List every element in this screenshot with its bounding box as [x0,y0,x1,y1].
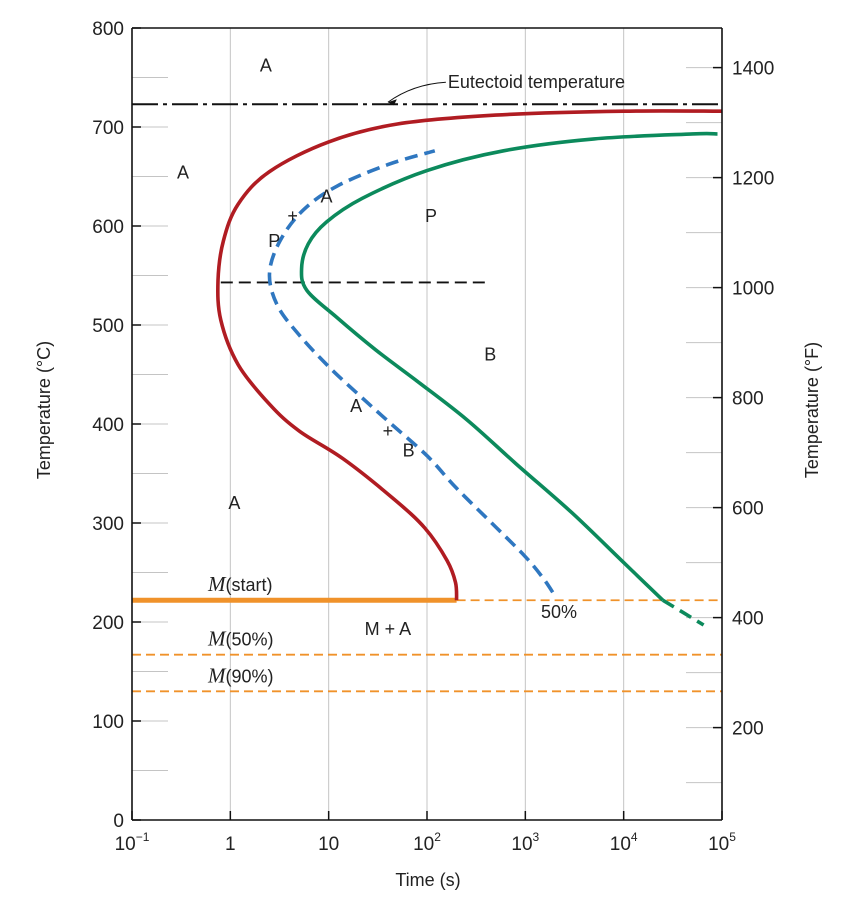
label-p-left: P [268,231,280,251]
y-tick-label-left: 200 [92,613,124,634]
x-tick-label: 104 [610,830,638,855]
y-tick-label-left: 300 [92,514,124,535]
y-tick-label-left: 0 [113,811,124,832]
y-tick-label-left: 600 [92,217,124,238]
mstart-suffix: (start) [226,575,273,595]
x-tick-label: 10−1 [115,830,150,855]
x-tick-label: 10 [318,834,339,855]
y-axis-title-right: Temperature (°F) [802,342,822,478]
label-plus-lower: + [383,421,394,441]
axis-ticks: 0 100 200 300 400 500 600 700 800 200 400 600 800 100… [92,19,774,855]
y-tick-label-left: 700 [92,118,124,139]
curve-finish-tail [661,598,705,627]
eutectoid-label: Eutectoid temperature [448,72,625,92]
x-tick-label: 105 [708,830,736,855]
y-tick-label-right: 600 [732,499,764,520]
y-tick-label-right: 400 [732,609,764,630]
m90-label: M(90%) [207,663,274,687]
curve-fifty [267,149,555,594]
x-tick-base: 10 [708,834,729,855]
label-m-plus-a: M + A [365,619,412,639]
label-a-bottom: A [228,493,240,513]
reference-lines [132,103,722,693]
m50-symbol: M [207,627,227,651]
y-tick-label-left: 100 [92,712,124,733]
y-tick-label-left: 400 [92,415,124,436]
series-curves [216,109,723,627]
y-axis-title-left: Temperature (°C) [34,341,54,479]
label-a-mid: A [320,186,332,206]
label-plus-upper: + [287,206,298,226]
grid [132,28,722,820]
x-tick-base: 1 [225,834,236,855]
x-tick-base: 10 [318,834,339,855]
mstart-label: M(start) [207,572,273,596]
y-tick-label-right: 1000 [732,279,774,300]
x-tick-exponent: 2 [434,830,441,844]
x-tick-exponent: 5 [729,830,736,844]
y-tick-label-right: 200 [732,719,764,740]
x-tick-label: 1 [225,834,236,855]
y-tick-label-left: 500 [92,316,124,337]
eutectoid-arrowhead [387,99,397,106]
m90-symbol: M [207,663,227,687]
label-a-left: A [177,163,189,183]
label-b-right: B [484,345,496,365]
label-a-lower: A [350,396,362,416]
x-tick-exponent: −1 [136,830,150,844]
y-tick-label-left: 800 [92,19,124,40]
curve-finish [299,131,718,602]
x-tick-exponent: 3 [533,830,540,844]
m50-suffix: (50%) [226,630,274,650]
x-tick-exponent: 4 [631,830,638,844]
x-tick-base: 10 [511,834,532,855]
mstart-symbol: M [207,572,227,596]
x-tick-label: 103 [511,830,539,855]
x-axis-title: Time (s) [395,870,460,890]
curve-start [216,109,723,601]
y-tick-label-right: 1200 [732,169,774,190]
y-tick-label-right: 800 [732,389,764,410]
y-tick-label-right: 1400 [732,59,774,80]
x-tick-base: 10 [610,834,631,855]
label-pct-50: 50% [541,602,577,622]
label-a-top: A [260,56,272,76]
m90-suffix: (90%) [226,666,274,686]
x-tick-base: 10 [413,834,434,855]
x-tick-label: 102 [413,830,441,855]
label-b-lower: B [403,441,415,461]
x-tick-base: 10 [115,834,136,855]
label-p-right: P [425,206,437,226]
eutectoid-leader-line [387,81,446,103]
m50-label: M(50%) [207,627,274,651]
